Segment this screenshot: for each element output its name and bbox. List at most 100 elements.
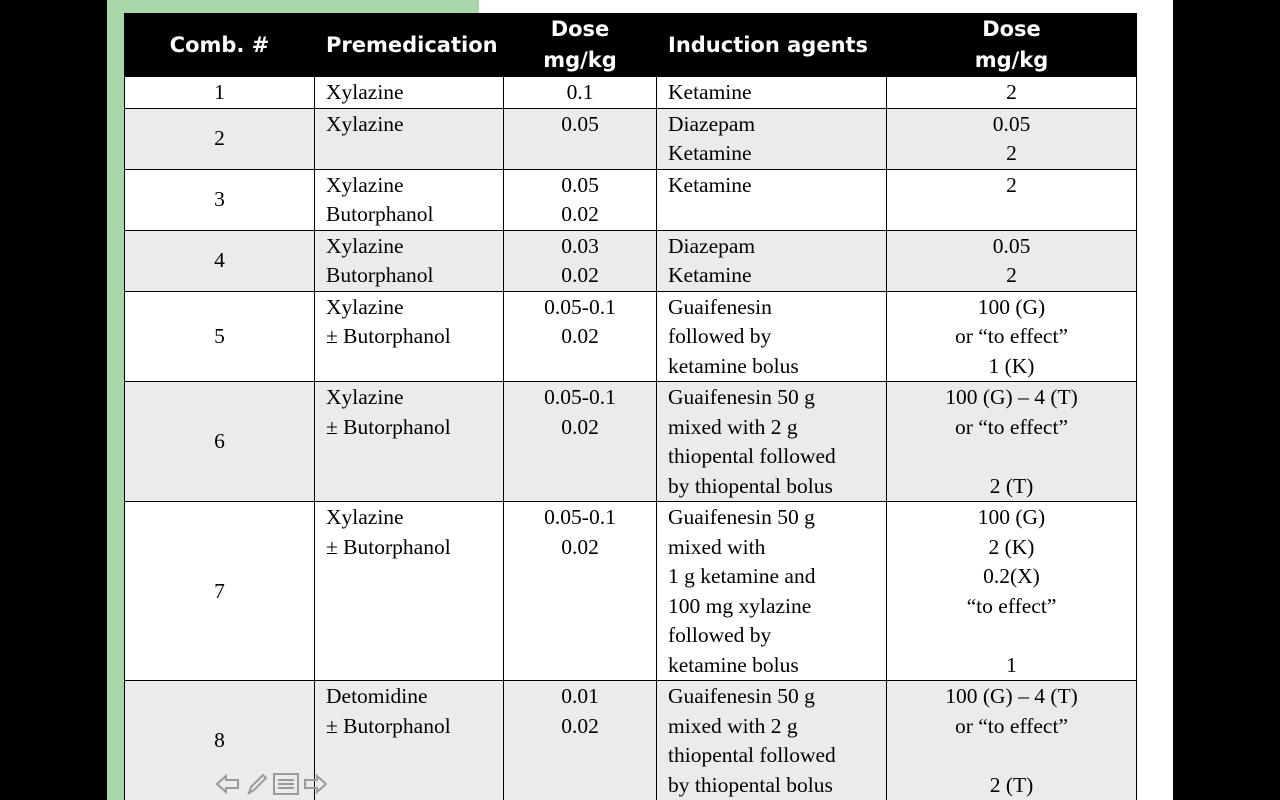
cell-induction-dose: 0.05 2 (886, 229, 1137, 292)
table-row: 5 Xylazine ± Butorphanol 0.05-0.1 0.02 Guaife… (124, 290, 1137, 382)
cell-line: 0.05 (561, 172, 599, 197)
cell-line: 0.02 (561, 202, 599, 226)
cell-line: Xylazine (326, 385, 404, 409)
table-row: 4 Xylazine Butorphanol 0.03 0.02 Diazepam Keta… (124, 229, 1137, 292)
cell-comb-number: 8 (124, 680, 315, 800)
header-dose-premed: Dose mg/kg (503, 13, 657, 77)
cell-induction-dose: 100 (G) – 4 (T) or “to effect” 2 (T) (886, 381, 1137, 502)
cell-line: 0.05 (561, 111, 599, 136)
cell-line: Xylazine (326, 294, 404, 319)
cell-premed-dose: 0.05-0.1 0.02 (503, 381, 657, 502)
cell-line: Xylazine (326, 111, 404, 136)
cell-line: 2 (1006, 141, 1017, 165)
cell-line: 0.05-0.1 (544, 385, 616, 409)
cell-line: followed by (668, 324, 772, 348)
cell-line: 2 (K) (988, 534, 1035, 559)
cell-premedication: Xylazine Butorphanol (314, 168, 504, 231)
cell-line: Guaifenesin 50 g (668, 684, 815, 708)
pen-icon[interactable] (244, 771, 270, 797)
cell-line: 100 (G) (977, 505, 1046, 529)
cell-line: thiopental followed (668, 444, 836, 468)
arrow-left-icon[interactable] (215, 771, 241, 797)
cell-comb-number: 7 (124, 501, 315, 681)
cell-line: 0.02 (561, 534, 599, 559)
cell-line: or “to effect” (954, 713, 1068, 738)
cell-comb-number: 6 (124, 381, 315, 502)
menu-icon[interactable] (273, 771, 299, 797)
cell-line: Guaifenesin (668, 294, 772, 319)
cell-line: 100 mg xylazine (668, 593, 812, 618)
cell-comb-number: 3 (124, 168, 315, 231)
cell-line: mixed with 2 g (668, 713, 798, 738)
cell-line: by thiopental bolus (668, 772, 833, 797)
cell-induction-agents: Diazepam Ketamine (656, 107, 887, 170)
cell-line: 0.05 (992, 233, 1031, 258)
cell-line: Guaifenesin 50 g (668, 385, 815, 409)
cell-line: by thiopental bolus (668, 473, 833, 498)
cell-line: 0.01 (561, 684, 599, 708)
cell-line: “to effect” (966, 593, 1057, 618)
header-comb: Comb. # (124, 13, 315, 77)
arrow-right-icon[interactable] (302, 771, 328, 797)
cell-induction-dose: 100 (G) 2 (K) 0.2(X) “to effect” 1 (886, 501, 1137, 681)
cell-line (887, 621, 1136, 651)
cell-induction-agents: Guaifenesin followed by ketamine bolus (656, 290, 887, 382)
table-row: 3 Xylazine Butorphanol 0.05 0.02 Ketamine 2 (124, 168, 1137, 231)
cell-line: Xylazine (326, 172, 404, 197)
cell-line: 0.05-0.1 (544, 505, 616, 529)
cell-premed-dose: 0.05-0.1 0.02 (503, 501, 657, 681)
cell-premedication: Xylazine (314, 76, 504, 109)
cell-premedication: Detomidine ± Butorphanol (314, 680, 504, 800)
cell-line: ketamine bolus (668, 652, 799, 677)
cell-line: Detomidine (326, 684, 428, 708)
cell-line: Xylazine (326, 80, 404, 104)
cell-line: ± Butorphanol (326, 534, 451, 559)
cell-comb-number: 4 (124, 229, 315, 292)
cell-line: 0.1 (566, 80, 594, 104)
cell-line: 1 g ketamine and (668, 564, 816, 588)
cell-premed-dose: 0.05 0.02 (503, 168, 657, 231)
cell-premed-dose: 0.03 0.02 (503, 229, 657, 292)
cell-line: 2 (T) (989, 772, 1034, 797)
slide-nav-controls (215, 770, 328, 798)
table-header-row: Comb. # Premedication Dose mg/kg Inducti… (124, 13, 1137, 77)
cell-line: 0.02 (561, 324, 599, 348)
cell-line (887, 741, 1136, 771)
table-row: 1 Xylazine 0.1 Ketamine 2 (124, 76, 1137, 109)
cell-line: Butorphanol (326, 202, 434, 226)
cell-line: 0.03 (561, 233, 599, 258)
cell-premedication: Xylazine ± Butorphanol (314, 290, 504, 382)
cell-line: 2 (1006, 263, 1017, 287)
cell-comb-number: 5 (124, 290, 315, 382)
cell-line: or “to effect” (954, 414, 1068, 439)
cell-line: Diazepam (668, 233, 756, 258)
cell-line: Butorphanol (326, 263, 434, 287)
cell-induction-dose: 2 (886, 76, 1137, 109)
cell-induction-dose: 0.05 2 (886, 107, 1137, 170)
header-induction-agents: Induction agents (656, 13, 887, 77)
cell-premed-dose: 0.1 (503, 76, 657, 109)
cell-line: Ketamine (668, 141, 752, 165)
anesthesia-combinations-table: Comb. # Premedication Dose mg/kg Inducti… (124, 13, 1137, 800)
cell-line: 0.02 (561, 713, 599, 738)
cell-line: followed by (668, 623, 772, 647)
slide-accent-top (124, 0, 479, 13)
cell-line: Xylazine (326, 233, 404, 258)
cell-line: or “to effect” (954, 324, 1068, 348)
cell-line: 0.05-0.1 (544, 294, 616, 319)
cell-line: 0.2(X) (983, 564, 1040, 588)
table-row: 7 Xylazine ± Butorphanol 0.05-0.1 0.02 Guaife… (124, 501, 1137, 681)
cell-line: 100 (G) – 4 (T) (945, 385, 1078, 409)
cell-line: Ketamine (668, 80, 752, 104)
cell-comb-number: 2 (124, 107, 315, 170)
cell-induction-dose: 100 (G) – 4 (T) or “to effect” 2 (T) (886, 680, 1137, 800)
cell-induction-dose: 100 (G) or “to effect” 1 (K) (886, 290, 1137, 382)
cell-premed-dose: 0.05-0.1 0.02 (503, 290, 657, 382)
cell-line: 0.05 (992, 111, 1031, 136)
cell-induction-dose: 2 (886, 168, 1137, 231)
cell-line: 100 (G) – 4 (T) (945, 684, 1078, 708)
cell-premed-dose: 0.05 (503, 107, 657, 170)
cell-induction-agents: Guaifenesin 50 g mixed with 2 g thiopental… (656, 381, 887, 502)
cell-line: 2 (1006, 172, 1017, 197)
cell-line: mixed with 2 g (668, 414, 798, 439)
